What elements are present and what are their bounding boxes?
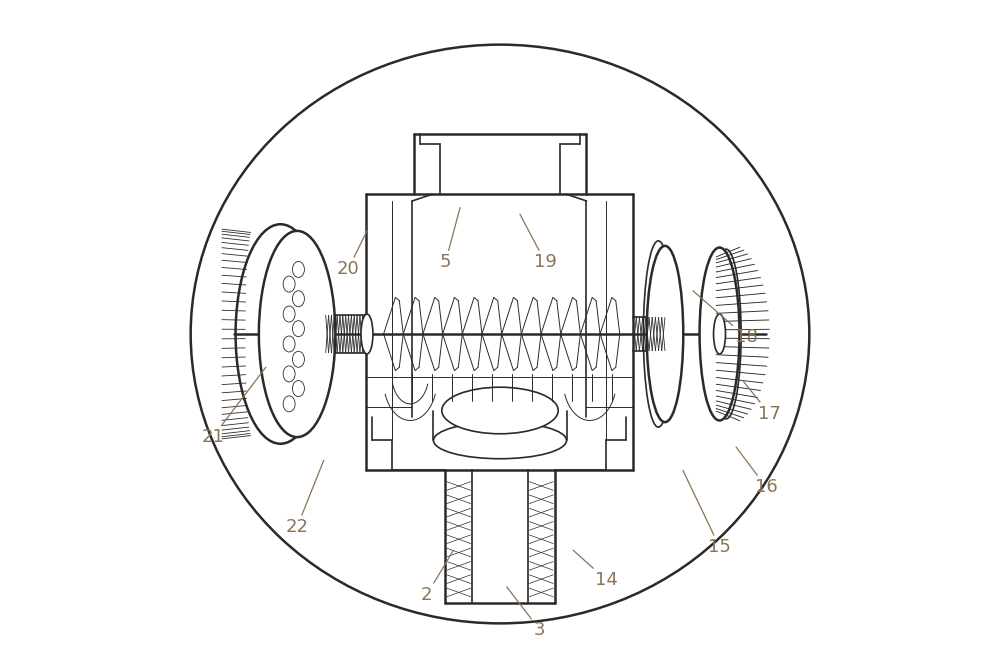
Ellipse shape	[292, 351, 304, 367]
Ellipse shape	[283, 306, 295, 322]
Text: 2: 2	[421, 550, 453, 604]
Ellipse shape	[292, 321, 304, 337]
Text: 18: 18	[693, 291, 758, 346]
Text: 15: 15	[683, 470, 731, 556]
Text: 16: 16	[736, 447, 777, 496]
Text: 21: 21	[201, 367, 266, 446]
Ellipse shape	[292, 261, 304, 277]
Ellipse shape	[259, 231, 335, 437]
Ellipse shape	[714, 314, 726, 354]
Ellipse shape	[191, 45, 809, 623]
Text: 20: 20	[337, 231, 367, 278]
Ellipse shape	[283, 276, 295, 292]
Text: 22: 22	[286, 460, 324, 536]
Ellipse shape	[442, 387, 558, 434]
Text: 19: 19	[520, 214, 557, 271]
Ellipse shape	[283, 336, 295, 352]
Ellipse shape	[283, 366, 295, 382]
Ellipse shape	[361, 314, 373, 354]
Text: 17: 17	[743, 381, 781, 423]
Ellipse shape	[647, 246, 683, 422]
Ellipse shape	[700, 248, 739, 420]
Ellipse shape	[292, 381, 304, 397]
Ellipse shape	[433, 422, 567, 459]
Ellipse shape	[283, 396, 295, 412]
Text: 5: 5	[440, 208, 460, 271]
Ellipse shape	[292, 291, 304, 307]
Text: 14: 14	[573, 550, 618, 589]
Text: 3: 3	[507, 587, 546, 639]
